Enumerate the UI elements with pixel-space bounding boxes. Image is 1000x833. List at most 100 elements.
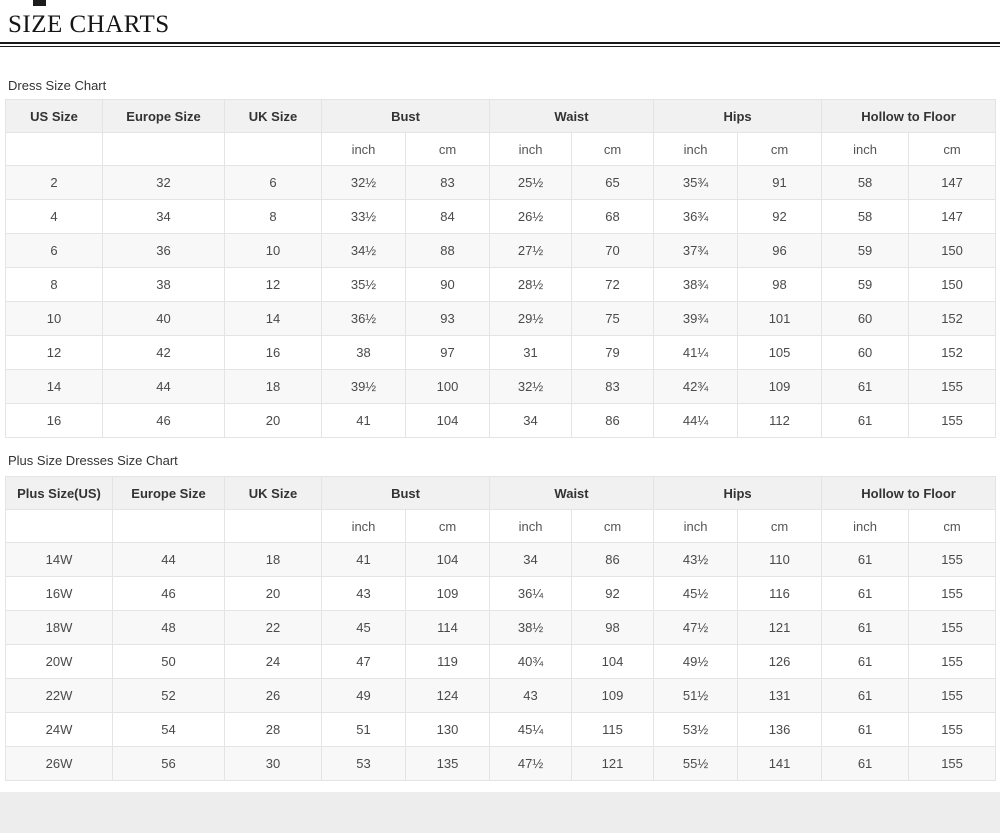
size-value-cell: 90 xyxy=(404,267,491,302)
size-value-cell: 83 xyxy=(571,369,655,404)
size-value-cell: 12 xyxy=(5,335,103,370)
plus-size-chart-table: Plus Size(US) Europe Size UK Size Bust Waist… xyxy=(5,476,997,781)
unit-cell: cm xyxy=(737,509,823,543)
size-value-cell: 45 xyxy=(321,610,406,645)
size-value-cell: 47½ xyxy=(489,746,573,781)
unit-cell: inch xyxy=(653,509,739,543)
size-value-cell: 45½ xyxy=(653,576,739,611)
size-value-cell: 40 xyxy=(102,301,225,336)
size-value-cell: 58 xyxy=(821,165,910,200)
size-value-cell: 93 xyxy=(404,301,491,336)
table-row: 16W 46 20 43 109 36¼ 92 45½ 116 61 155 xyxy=(5,576,997,611)
size-value-cell: 28½ xyxy=(489,267,573,302)
size-value-cell: 12 xyxy=(224,267,322,302)
size-value-cell: 35¾ xyxy=(653,165,739,200)
size-value-cell: 14 xyxy=(5,369,103,404)
size-value-cell: 34 xyxy=(489,403,573,438)
size-value-cell: 42¾ xyxy=(653,369,739,404)
size-value-cell: 26½ xyxy=(489,199,573,234)
size-value-cell: 60 xyxy=(821,301,910,336)
size-value-cell: 24W xyxy=(5,712,113,747)
size-value-cell: 130 xyxy=(404,712,491,747)
size-value-cell: 121 xyxy=(571,746,655,781)
size-value-cell: 61 xyxy=(821,644,910,679)
size-value-cell: 61 xyxy=(821,678,910,713)
size-value-cell: 8 xyxy=(5,267,103,302)
plus-size-chart-section: Plus Size Dresses Size Chart Plus Size(U… xyxy=(0,453,1000,781)
column-header: Hips xyxy=(653,476,823,510)
size-value-cell: 6 xyxy=(5,233,103,268)
size-value-cell: 36 xyxy=(102,233,225,268)
unit-cell: cm xyxy=(908,509,997,543)
size-value-cell: 36¼ xyxy=(489,576,573,611)
cropped-image-artifact xyxy=(33,0,46,6)
size-value-cell: 27½ xyxy=(489,233,573,268)
size-value-cell: 150 xyxy=(908,267,997,302)
table-row: 8 38 12 35½ 90 28½ 72 38¾ 98 59 150 xyxy=(5,267,997,302)
size-value-cell: 155 xyxy=(908,403,997,438)
size-value-cell: 104 xyxy=(571,644,655,679)
size-value-cell: 155 xyxy=(908,678,997,713)
unit-row: inch cm inch cm inch cm inch cm xyxy=(5,509,997,543)
unit-cell: cm xyxy=(571,132,655,166)
size-value-cell: 10 xyxy=(5,301,103,336)
plus-size-chart-label: Plus Size Dresses Size Chart xyxy=(8,453,178,468)
size-value-cell: 14W xyxy=(5,542,113,577)
unit-cell: inch xyxy=(321,132,406,166)
size-value-cell: 41 xyxy=(321,403,406,438)
size-value-cell: 53 xyxy=(321,746,406,781)
size-value-cell: 18W xyxy=(5,610,113,645)
column-header: Hips xyxy=(653,99,823,133)
size-value-cell: 37¾ xyxy=(653,233,739,268)
column-header: Plus Size(US) xyxy=(5,476,113,510)
size-value-cell: 47 xyxy=(321,644,406,679)
table-row: 14W 44 18 41 104 34 86 43½ 110 61 155 xyxy=(5,542,997,577)
size-value-cell: 109 xyxy=(571,678,655,713)
size-value-cell: 16W xyxy=(5,576,113,611)
column-header: Waist xyxy=(489,99,655,133)
size-value-cell: 92 xyxy=(571,576,655,611)
size-value-cell: 34½ xyxy=(321,233,406,268)
size-value-cell: 104 xyxy=(404,403,491,438)
table-row: 16 46 20 41 104 34 86 44¼ 112 61 155 xyxy=(5,403,997,438)
size-value-cell: 4 xyxy=(5,199,103,234)
size-value-cell: 34 xyxy=(102,199,225,234)
size-value-cell: 109 xyxy=(737,369,823,404)
column-header: Hollow to Floor xyxy=(821,476,997,510)
size-value-cell: 20 xyxy=(224,403,322,438)
unit-cell: inch xyxy=(489,509,573,543)
dress-size-chart-table: US Size Europe Size UK Size Bust Waist Hips Ho… xyxy=(5,99,997,438)
size-value-cell: 75 xyxy=(571,301,655,336)
size-value-cell: 41 xyxy=(321,542,406,577)
size-value-cell: 54 xyxy=(112,712,225,747)
title-divider xyxy=(0,42,1000,47)
size-value-cell: 38 xyxy=(321,335,406,370)
size-value-cell: 68 xyxy=(571,199,655,234)
size-value-cell: 59 xyxy=(821,267,910,302)
size-value-cell: 88 xyxy=(404,233,491,268)
size-value-cell: 25½ xyxy=(489,165,573,200)
size-value-cell: 39½ xyxy=(321,369,406,404)
table-row: 22W 52 26 49 124 43 109 51½ 131 61 155 xyxy=(5,678,997,713)
size-value-cell: 31 xyxy=(489,335,573,370)
unit-cell: inch xyxy=(321,509,406,543)
column-header: Hollow to Floor xyxy=(821,99,997,133)
unit-cell: cm xyxy=(737,132,823,166)
size-value-cell: 29½ xyxy=(489,301,573,336)
size-value-cell: 32 xyxy=(102,165,225,200)
page-title: SIZE CHARTS xyxy=(8,11,170,38)
size-value-cell: 30 xyxy=(224,746,322,781)
size-value-cell: 45¼ xyxy=(489,712,573,747)
size-value-cell: 104 xyxy=(404,542,491,577)
size-value-cell: 61 xyxy=(821,542,910,577)
size-value-cell: 97 xyxy=(404,335,491,370)
size-value-cell: 49 xyxy=(321,678,406,713)
page-header: SIZE CHARTS xyxy=(0,0,1000,47)
size-value-cell: 86 xyxy=(571,542,655,577)
column-header: UK Size xyxy=(224,476,322,510)
size-value-cell: 36½ xyxy=(321,301,406,336)
size-value-cell: 70 xyxy=(571,233,655,268)
unit-cell: inch xyxy=(489,132,573,166)
size-value-cell: 18 xyxy=(224,369,322,404)
table-row: 24W 54 28 51 130 45¼ 115 53½ 136 61 155 xyxy=(5,712,997,747)
